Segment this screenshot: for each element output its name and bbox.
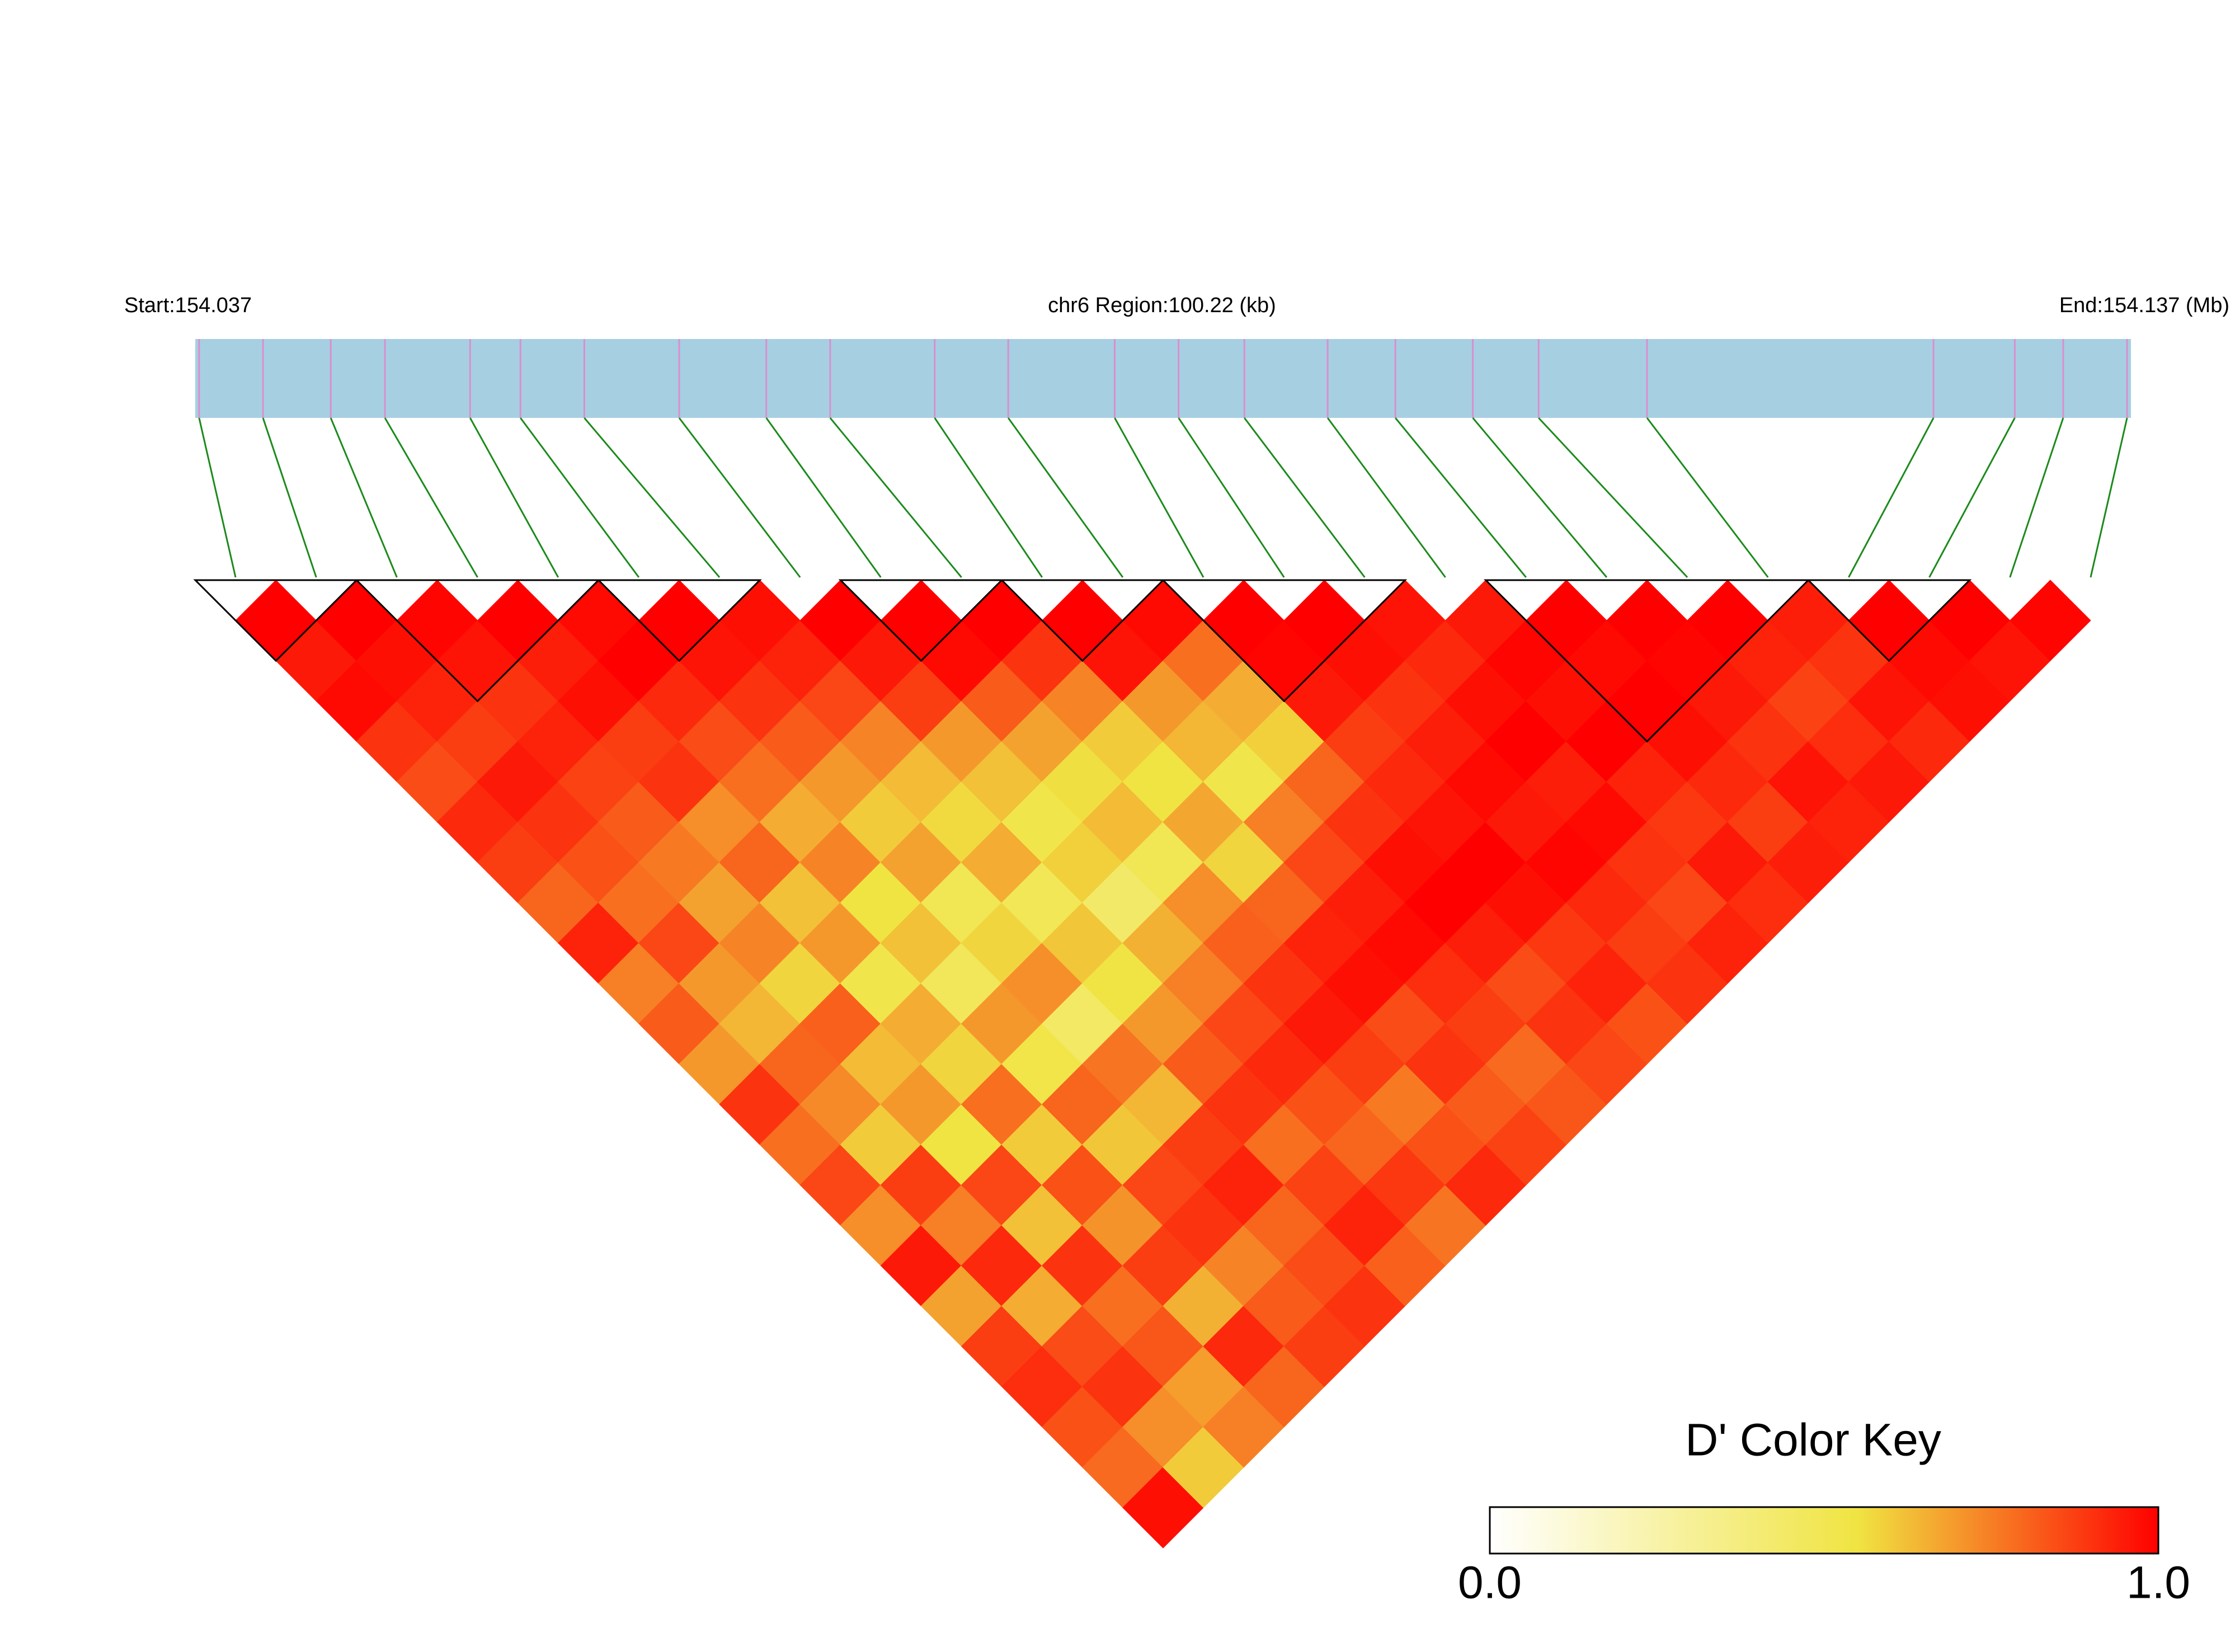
snp-link (2009, 417, 2064, 578)
snp-link (1472, 417, 1608, 578)
color-key-tick-label: 0.0 (1458, 1557, 1522, 1608)
snp-link (1395, 417, 1527, 578)
snp-link (469, 417, 559, 578)
ld-block (1161, 579, 1408, 703)
ld-block (1806, 579, 1972, 662)
region-label: chr6 Region:100.22 (kb) (1048, 294, 1276, 317)
snp-link (765, 417, 882, 578)
ld-block (193, 579, 359, 662)
ld-block (838, 579, 1004, 662)
ld-block (354, 579, 601, 703)
snp-link (1646, 417, 1769, 578)
snp-link (262, 417, 317, 578)
snp-link (2090, 417, 2128, 578)
snp-link (198, 417, 237, 578)
ld-block (1000, 579, 1165, 662)
snp-link (520, 417, 640, 578)
snp-link (1538, 417, 1688, 578)
snp-link (934, 417, 1043, 578)
ld-block (1484, 579, 1810, 743)
ld-block (596, 579, 762, 662)
snp-link (1178, 417, 1285, 578)
snp-link (330, 417, 398, 578)
color-key-title: D' Color Key (1685, 1415, 1941, 1466)
snp-link (1326, 417, 1446, 578)
snp-link (384, 417, 478, 578)
color-key-tick-label: 1.0 (2126, 1557, 2190, 1608)
snp-link (1848, 417, 1935, 578)
region-bar (195, 339, 2131, 418)
ld-cell (2010, 580, 2091, 661)
snp-link (1007, 417, 1124, 578)
color-key (1489, 1506, 2159, 1555)
start-label: Start:154.037 (124, 294, 252, 317)
snp-link (1114, 417, 1204, 578)
snp-link (584, 417, 721, 578)
snp-link (829, 417, 962, 578)
snp-link (1928, 417, 2016, 578)
snp-link (678, 417, 801, 578)
snp-link (1244, 417, 1366, 578)
end-label: End:154.137 (Mb) (2059, 294, 2229, 317)
